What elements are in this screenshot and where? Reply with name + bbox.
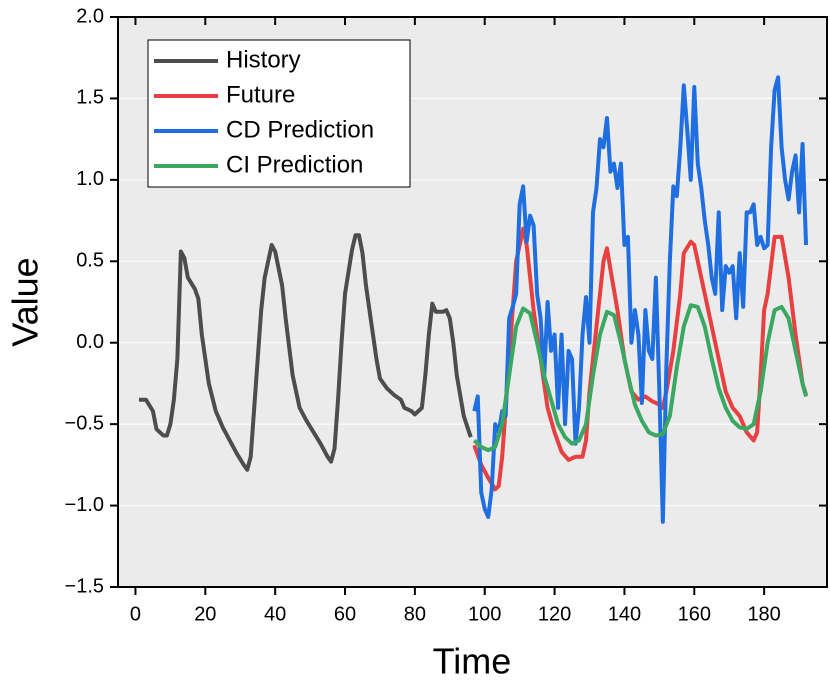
x-tick-label: 80: [404, 603, 426, 625]
series-line: [472, 303, 808, 453]
y-tick-label: 0.0: [76, 331, 104, 353]
x-tick-label: 20: [194, 603, 216, 625]
x-tick-label: 160: [678, 603, 711, 625]
legend-label: CI Prediction: [226, 151, 363, 178]
y-tick-label: 1.5: [76, 87, 104, 109]
legend-label: History: [226, 46, 301, 73]
x-axis-title: Time: [433, 641, 512, 682]
x-tick-label: 180: [747, 603, 780, 625]
y-axis-title: Value: [5, 257, 46, 346]
x-tick-label: 140: [608, 603, 641, 625]
x-tick-label: 60: [334, 603, 356, 625]
y-tick-label: 2.0: [76, 5, 104, 27]
y-tick-label: −0.5: [65, 412, 104, 434]
y-tick-label: −1.5: [65, 575, 104, 597]
x-tick-label: 0: [130, 603, 141, 625]
x-tick-label: 120: [538, 603, 571, 625]
legend-label: Future: [226, 81, 295, 108]
legend-box: [147, 39, 411, 188]
x-tick-label: 100: [468, 603, 501, 625]
series-line: [472, 75, 809, 524]
legend-label: CD Prediction: [226, 116, 374, 143]
plot-frame: [117, 16, 828, 588]
y-tick-label: 0.5: [76, 250, 104, 272]
y-tick-label: −1.0: [65, 494, 104, 516]
y-tick-label: 1.0: [76, 168, 104, 190]
legend: History Future CD Prediction CI Prediction: [147, 39, 411, 188]
x-tick-label: 40: [264, 603, 286, 625]
series-line: [138, 233, 473, 472]
